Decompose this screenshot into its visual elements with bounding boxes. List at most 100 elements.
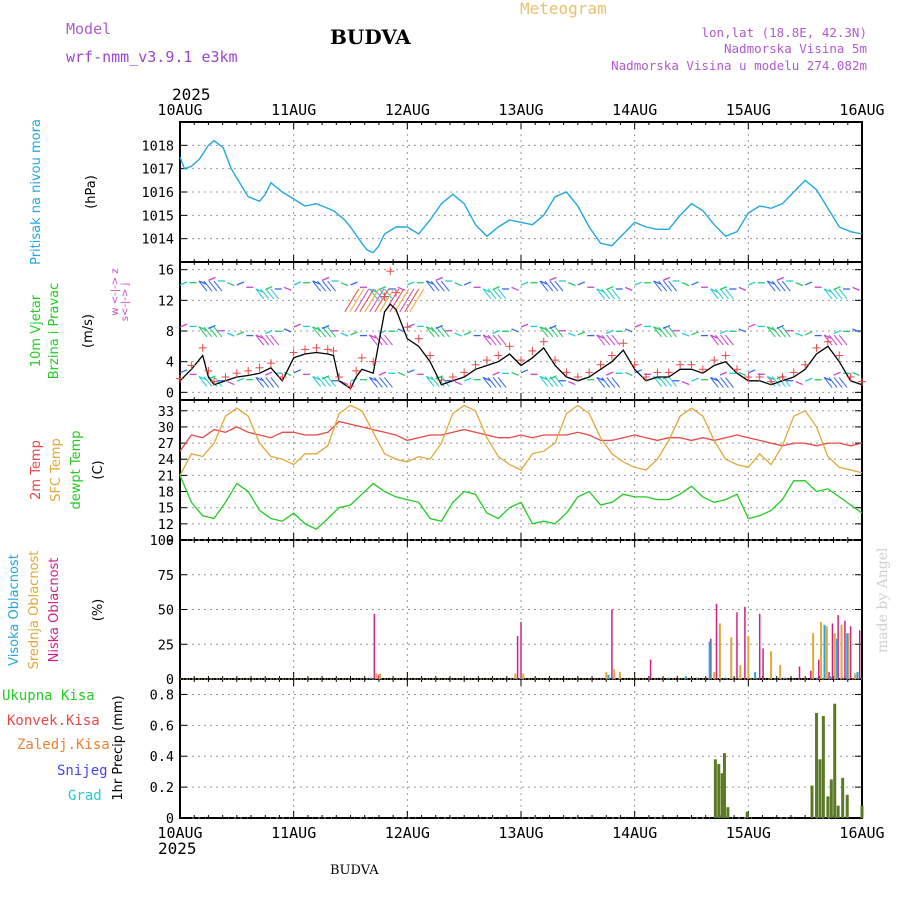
wind-compass-we: w <-|-> z bbox=[110, 268, 121, 315]
wind-arrow bbox=[748, 323, 756, 328]
wind-barb-hatch bbox=[653, 326, 663, 338]
wind-arrow bbox=[776, 324, 785, 330]
wind-arrow bbox=[198, 326, 207, 331]
y-tick-label: 0.6 bbox=[150, 718, 174, 734]
wind-arrow bbox=[482, 334, 491, 339]
precip-bar bbox=[845, 794, 849, 818]
panel-frame-5 bbox=[179, 678, 863, 819]
wind-barb-hatch bbox=[374, 288, 390, 313]
precip-bar bbox=[713, 759, 717, 818]
wind-arrow bbox=[653, 375, 661, 381]
wind-barb-hatch bbox=[539, 280, 549, 292]
wind-barb-hatch bbox=[668, 376, 678, 387]
wind-arrow bbox=[208, 276, 216, 281]
wind-barb-hatch bbox=[658, 280, 668, 292]
wind-barb-hatch bbox=[611, 334, 621, 346]
wind-barb-hatch bbox=[364, 288, 380, 313]
wind-barb-hatch bbox=[208, 326, 218, 338]
precip-legend-item: Snijeg bbox=[57, 763, 108, 779]
y-tick-label: 100 bbox=[150, 533, 174, 549]
y-tick-label: 24 bbox=[158, 452, 174, 468]
wind-arrow bbox=[549, 375, 557, 380]
wind-barb-hatch bbox=[668, 280, 678, 292]
wind-barb-hatch bbox=[270, 288, 280, 300]
precip-bar bbox=[821, 716, 825, 818]
wind-barb-hatch bbox=[497, 377, 507, 388]
precip-legend-item: Konvek.Kisa bbox=[7, 713, 100, 729]
wind-barb-hatch bbox=[482, 334, 492, 346]
wind-arrow bbox=[198, 375, 207, 381]
wind-barb-hatch bbox=[430, 326, 440, 338]
wind-arrow bbox=[767, 326, 775, 331]
wind-barb-hatch bbox=[596, 288, 606, 300]
wind-barb-hatch bbox=[611, 288, 621, 300]
y-tick-label: 9 bbox=[166, 533, 174, 549]
wind-barb-hatch bbox=[198, 376, 208, 387]
sfc-temp-label: SFC Temp bbox=[49, 438, 64, 502]
wind-barb-hatch bbox=[203, 376, 213, 387]
wind-barb-hatch bbox=[379, 288, 388, 300]
y-tick-label: 27 bbox=[158, 436, 174, 452]
wind-barb-hatch bbox=[776, 280, 786, 292]
wind-barb-hatch bbox=[544, 376, 554, 387]
wind-arrow bbox=[624, 371, 633, 377]
wind-barb-hatch bbox=[833, 334, 843, 346]
wind-arrow bbox=[435, 324, 444, 330]
wind-barb-hatch bbox=[312, 376, 322, 387]
wind-arrow bbox=[492, 371, 500, 376]
y-tick-label: 50 bbox=[158, 603, 174, 619]
precip-bar bbox=[860, 805, 864, 818]
wind-arrow bbox=[833, 286, 841, 291]
wind-arrow bbox=[255, 334, 264, 339]
y-tick-label: 75 bbox=[158, 568, 174, 584]
wind-barb-hatch bbox=[720, 334, 729, 346]
wind-barb-hatch bbox=[384, 288, 393, 300]
wind-arrow bbox=[350, 377, 358, 382]
precip-bar bbox=[720, 773, 724, 818]
wind-barb-hatch bbox=[544, 280, 554, 292]
wind-speed-line bbox=[179, 303, 863, 390]
wind-arrow bbox=[255, 288, 264, 293]
wind-arrow bbox=[719, 371, 728, 376]
wind-arrow bbox=[852, 286, 860, 291]
wind-barb-hatch bbox=[349, 288, 365, 313]
wind-barb-hatch bbox=[725, 334, 734, 346]
wind-arrow bbox=[378, 286, 387, 291]
wind-arrow bbox=[340, 282, 349, 287]
wind-barb-hatch bbox=[601, 377, 611, 388]
wind-barb-hatch bbox=[554, 376, 564, 387]
model-label: Model bbox=[66, 20, 111, 38]
wind-arrow bbox=[852, 328, 860, 333]
wind-arrow bbox=[454, 332, 462, 337]
y-tick-label: 1017 bbox=[141, 162, 174, 178]
wind-barb-hatch bbox=[265, 377, 275, 388]
wind-arrow bbox=[198, 280, 207, 285]
wind-arrow bbox=[624, 286, 633, 291]
precip-bar bbox=[815, 712, 819, 818]
wind-barb-hatch bbox=[658, 376, 668, 387]
wind-arrow bbox=[179, 323, 188, 328]
precip-bar bbox=[829, 779, 833, 818]
wind-arrow bbox=[454, 380, 462, 386]
wind-barb-hatch bbox=[776, 326, 786, 338]
wind-barb-hatch bbox=[369, 288, 385, 313]
wind-barb-hatch bbox=[425, 326, 435, 338]
wind-arrow bbox=[179, 369, 188, 374]
wind-arrow bbox=[492, 329, 500, 335]
wind-arrow bbox=[539, 375, 548, 381]
wind-barb-hatch bbox=[539, 376, 549, 387]
wind-barb-hatch bbox=[384, 334, 393, 346]
wind-barb-hatch bbox=[344, 288, 360, 313]
year-top: 2025 bbox=[172, 85, 211, 104]
y-tick-label: 1016 bbox=[141, 185, 174, 201]
wind-arrow bbox=[662, 276, 671, 281]
temp-series-2m-temp bbox=[179, 420, 863, 452]
y-tick-label: 0.8 bbox=[150, 687, 174, 703]
wind-arrow bbox=[520, 369, 529, 374]
wind-barb-hatch bbox=[653, 280, 663, 292]
wind-barb-hatch bbox=[430, 280, 440, 292]
wind-barb-hatch bbox=[394, 288, 410, 313]
wind-arrow bbox=[568, 332, 576, 337]
wind-barb-hatch bbox=[781, 280, 791, 292]
wind-barb-hatch bbox=[710, 334, 719, 346]
